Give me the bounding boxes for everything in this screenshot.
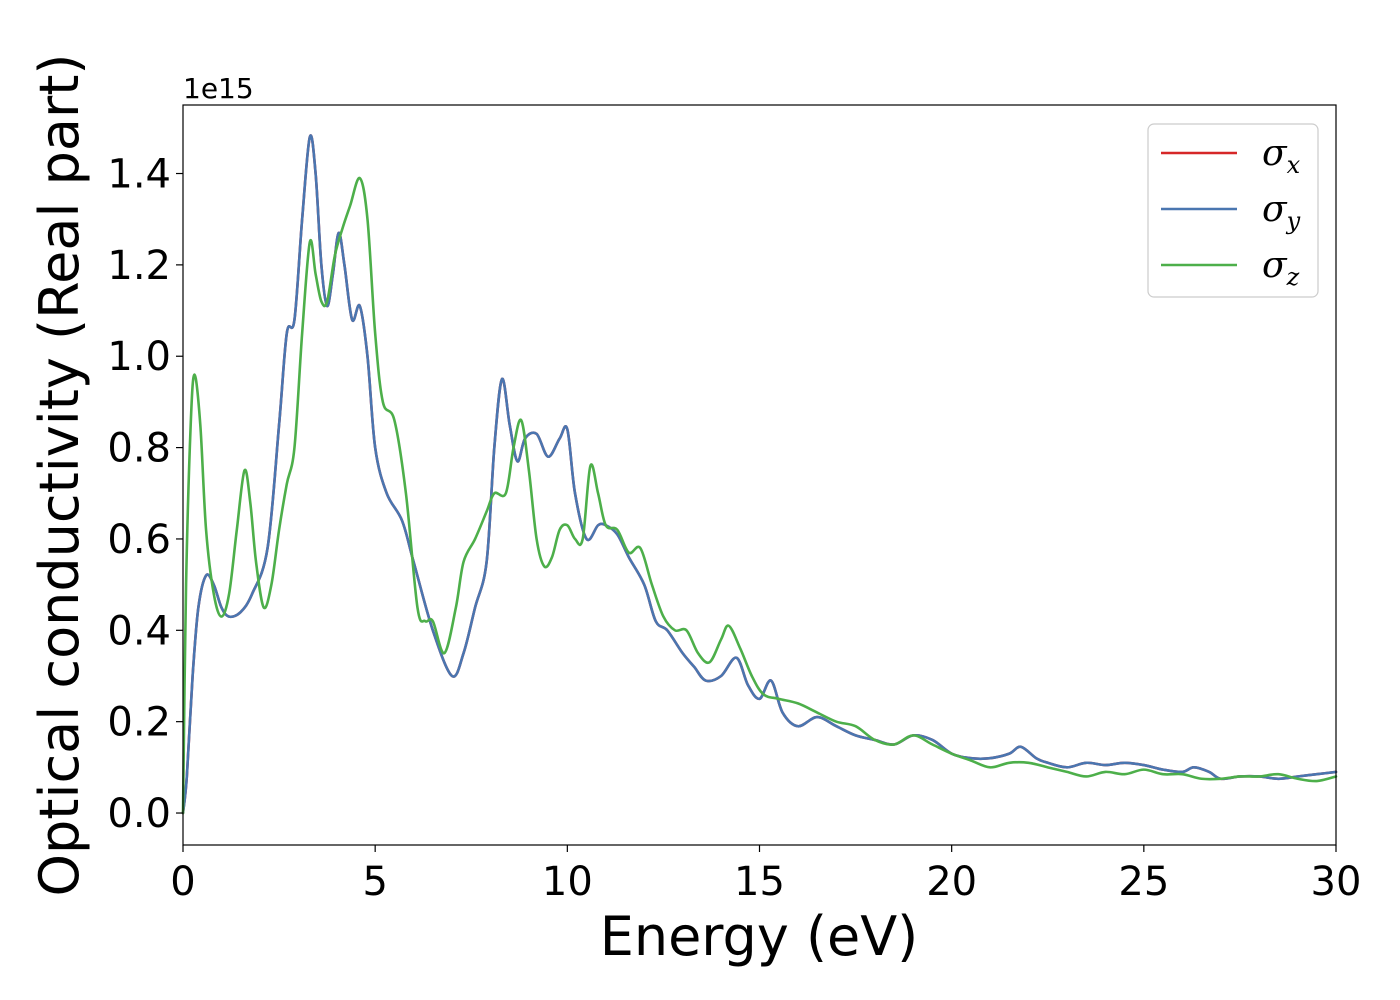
y-tick-label: 0.6 <box>107 517 171 563</box>
x-tick-label: 15 <box>734 859 785 905</box>
y-tick-label: 0.4 <box>107 608 171 654</box>
y-tick-label: 1.0 <box>107 334 171 380</box>
series-layer <box>181 134 1338 815</box>
y-tick-label: 1.2 <box>107 243 171 289</box>
legend-box <box>1147 123 1319 298</box>
y-axis-ticks: 0.0 0.2 0.4 0.6 0.8 1.0 1.2 1.4 <box>107 152 183 837</box>
x-tick-label: 20 <box>926 859 977 905</box>
x-tick-label: 25 <box>1118 859 1169 905</box>
y-offset-label: 1e15 <box>183 72 254 105</box>
y-tick-label: 1.4 <box>107 152 171 198</box>
x-tick-label: 30 <box>1311 859 1362 905</box>
y-tick-label: 0.8 <box>107 426 171 472</box>
y-tick-label: 0.2 <box>107 700 171 746</box>
series-line-z <box>181 176 1338 815</box>
series-line-y <box>181 134 1338 815</box>
x-tick-label: 10 <box>542 859 593 905</box>
x-tick-label: 0 <box>170 859 195 905</box>
x-axis-ticks: 0 5 10 15 20 25 30 <box>170 845 1361 905</box>
legend-label-y: σy <box>1262 189 1301 235</box>
y-tick-label: 0.0 <box>107 791 171 837</box>
plot-background <box>183 105 1336 845</box>
x-axis-title: Energy (eV) <box>600 905 919 968</box>
x-tick-label: 5 <box>362 859 387 905</box>
y-axis-title: Optical conductivity (Real part) <box>28 54 91 897</box>
